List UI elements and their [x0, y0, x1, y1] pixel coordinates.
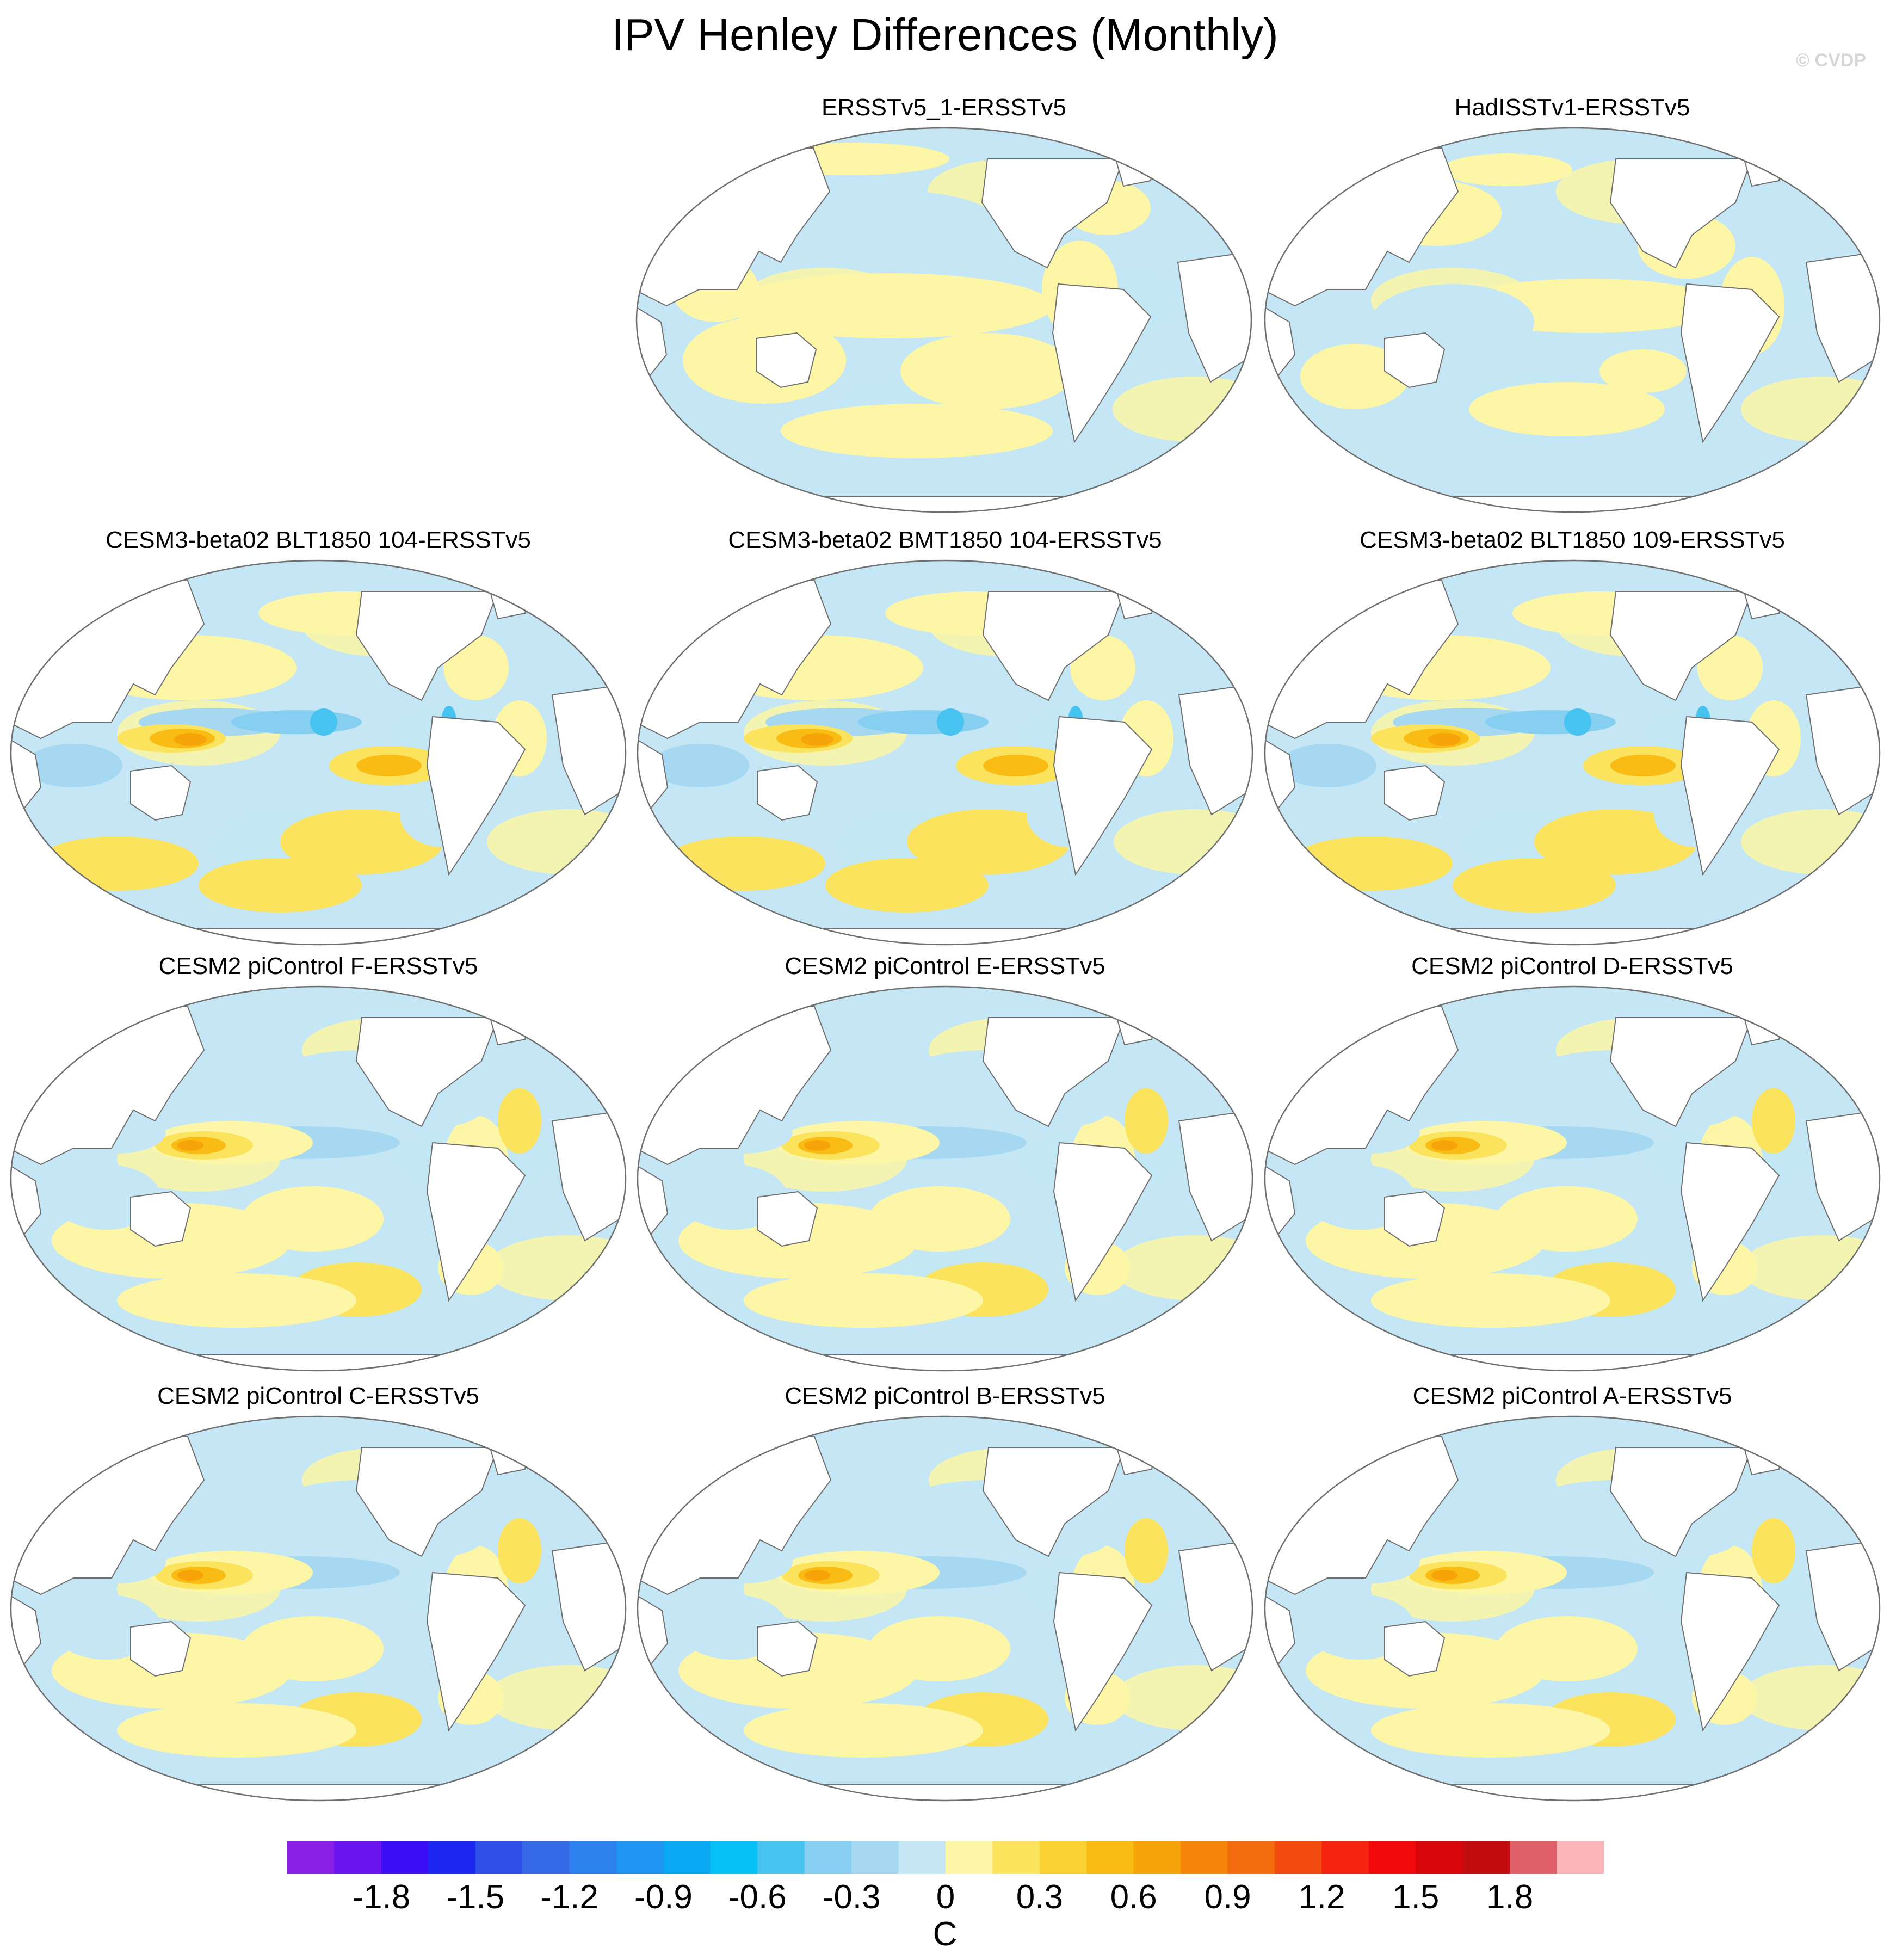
colorbar-tick-label: 0.3 — [1016, 1878, 1063, 1916]
panel-title: ERSSTv5_1-ERSSTv5 — [822, 94, 1066, 121]
map-panel: HadISSTv1-ERSSTv5 — [1262, 93, 1882, 517]
map-panel: CESM3-beta02 BLT1850 109-ERSSTv5 — [1262, 525, 1882, 950]
panel-title: CESM3-beta02 BMT1850 104-ERSSTv5 — [728, 527, 1162, 553]
sst-difference-map — [1264, 127, 1881, 513]
sst-difference-map — [637, 1415, 1253, 1802]
colorbar-swatch — [1368, 1841, 1416, 1874]
colorbar-tick-label: -0.9 — [634, 1878, 693, 1916]
colorbar-tick-label: -0.6 — [728, 1878, 787, 1916]
colorbar-swatch — [287, 1841, 335, 1874]
colorbar-swatch — [946, 1841, 993, 1874]
colorbar-swatch — [1181, 1841, 1228, 1874]
colorbar-swatch — [616, 1841, 664, 1874]
colorbar-swatch — [569, 1841, 617, 1874]
panel-title: HadISSTv1-ERSSTv5 — [1454, 94, 1690, 121]
panel-title: CESM2 piControl B-ERSSTv5 — [785, 1383, 1105, 1409]
colorbar-swatch — [1510, 1841, 1558, 1874]
colorbar-swatch — [1416, 1841, 1463, 1874]
colorbar-swatch — [1227, 1841, 1275, 1874]
panel-title: CESM2 piControl F-ERSSTv5 — [158, 953, 478, 979]
panel-title: CESM2 piControl E-ERSSTv5 — [785, 953, 1105, 979]
colorbar-swatch — [1557, 1841, 1604, 1874]
colorbar-swatch — [1321, 1841, 1369, 1874]
colorbar-tick-label: 1.2 — [1298, 1878, 1345, 1916]
panel-title: CESM3-beta02 BLT1850 109-ERSSTv5 — [1360, 527, 1785, 553]
map-panel: CESM2 piControl A-ERSSTv5 — [1262, 1381, 1882, 1805]
sst-difference-map — [1264, 985, 1881, 1372]
sst-difference-map — [637, 559, 1253, 946]
colorbar-tick-label: -0.3 — [822, 1878, 881, 1916]
colorbar-unit: C — [932, 1915, 958, 1953]
map-panel: CESM3-beta02 BLT1850 104-ERSSTv5 — [8, 525, 628, 950]
colorbar-swatch — [1086, 1841, 1134, 1874]
map-panel: CESM2 piControl D-ERSSTv5 — [1262, 951, 1882, 1376]
colorbar-swatch — [381, 1841, 429, 1874]
colorbar-swatch — [334, 1841, 382, 1874]
colorbar-tick-label: -1.5 — [446, 1878, 505, 1916]
sst-difference-map — [1264, 559, 1881, 946]
colorbar-swatch — [475, 1841, 523, 1874]
figure-title: IPV Henley Differences (Monthly) — [612, 9, 1278, 60]
map-panel: ERSSTv5_1-ERSSTv5 — [634, 93, 1254, 517]
colorbar — [287, 1841, 1604, 1874]
colorbar-swatch — [898, 1841, 946, 1874]
map-panel: CESM2 piControl C-ERSSTv5 — [8, 1381, 628, 1805]
colorbar-swatch — [757, 1841, 805, 1874]
colorbar-swatch — [1133, 1841, 1181, 1874]
colorbar-tick-label: 0.6 — [1110, 1878, 1157, 1916]
sst-difference-map — [10, 985, 627, 1372]
sst-difference-map — [10, 559, 627, 946]
colorbar-swatch — [992, 1841, 1040, 1874]
colorbar-tick-label: -1.8 — [352, 1878, 411, 1916]
sst-difference-map — [635, 127, 1252, 513]
colorbar-swatch — [804, 1841, 852, 1874]
colorbar-tick-label: 0 — [936, 1878, 955, 1916]
panel-title: CESM2 piControl C-ERSSTv5 — [157, 1383, 479, 1409]
colorbar-swatch — [428, 1841, 476, 1874]
colorbar-swatch — [522, 1841, 570, 1874]
colorbar-tick-label: 0.9 — [1204, 1878, 1251, 1916]
colorbar-swatch — [663, 1841, 711, 1874]
sst-difference-map — [10, 1415, 627, 1802]
colorbar-tick-label: 1.5 — [1392, 1878, 1440, 1916]
map-panel: CESM2 piControl B-ERSSTv5 — [635, 1381, 1255, 1805]
colorbar-tick-label: -1.2 — [540, 1878, 598, 1916]
colorbar-swatch — [1275, 1841, 1323, 1874]
panel-title: CESM2 piControl A-ERSSTv5 — [1412, 1383, 1732, 1409]
colorbar-swatch — [1039, 1841, 1087, 1874]
panel-title: CESM2 piControl D-ERSSTv5 — [1411, 953, 1733, 979]
panel-title: CESM3-beta02 BLT1850 104-ERSSTv5 — [106, 527, 531, 553]
sst-difference-map — [1264, 1415, 1881, 1802]
map-panel: CESM3-beta02 BMT1850 104-ERSSTv5 — [635, 525, 1255, 950]
map-panel: CESM2 piControl E-ERSSTv5 — [635, 951, 1255, 1376]
map-panel: CESM2 piControl F-ERSSTv5 — [8, 951, 628, 1376]
colorbar-swatch — [710, 1841, 758, 1874]
watermark: © CVDP — [1796, 50, 1866, 71]
colorbar-swatch — [851, 1841, 899, 1874]
colorbar-tick-label: 1.8 — [1486, 1878, 1534, 1916]
colorbar-swatch — [1462, 1841, 1510, 1874]
sst-difference-map — [637, 985, 1253, 1372]
